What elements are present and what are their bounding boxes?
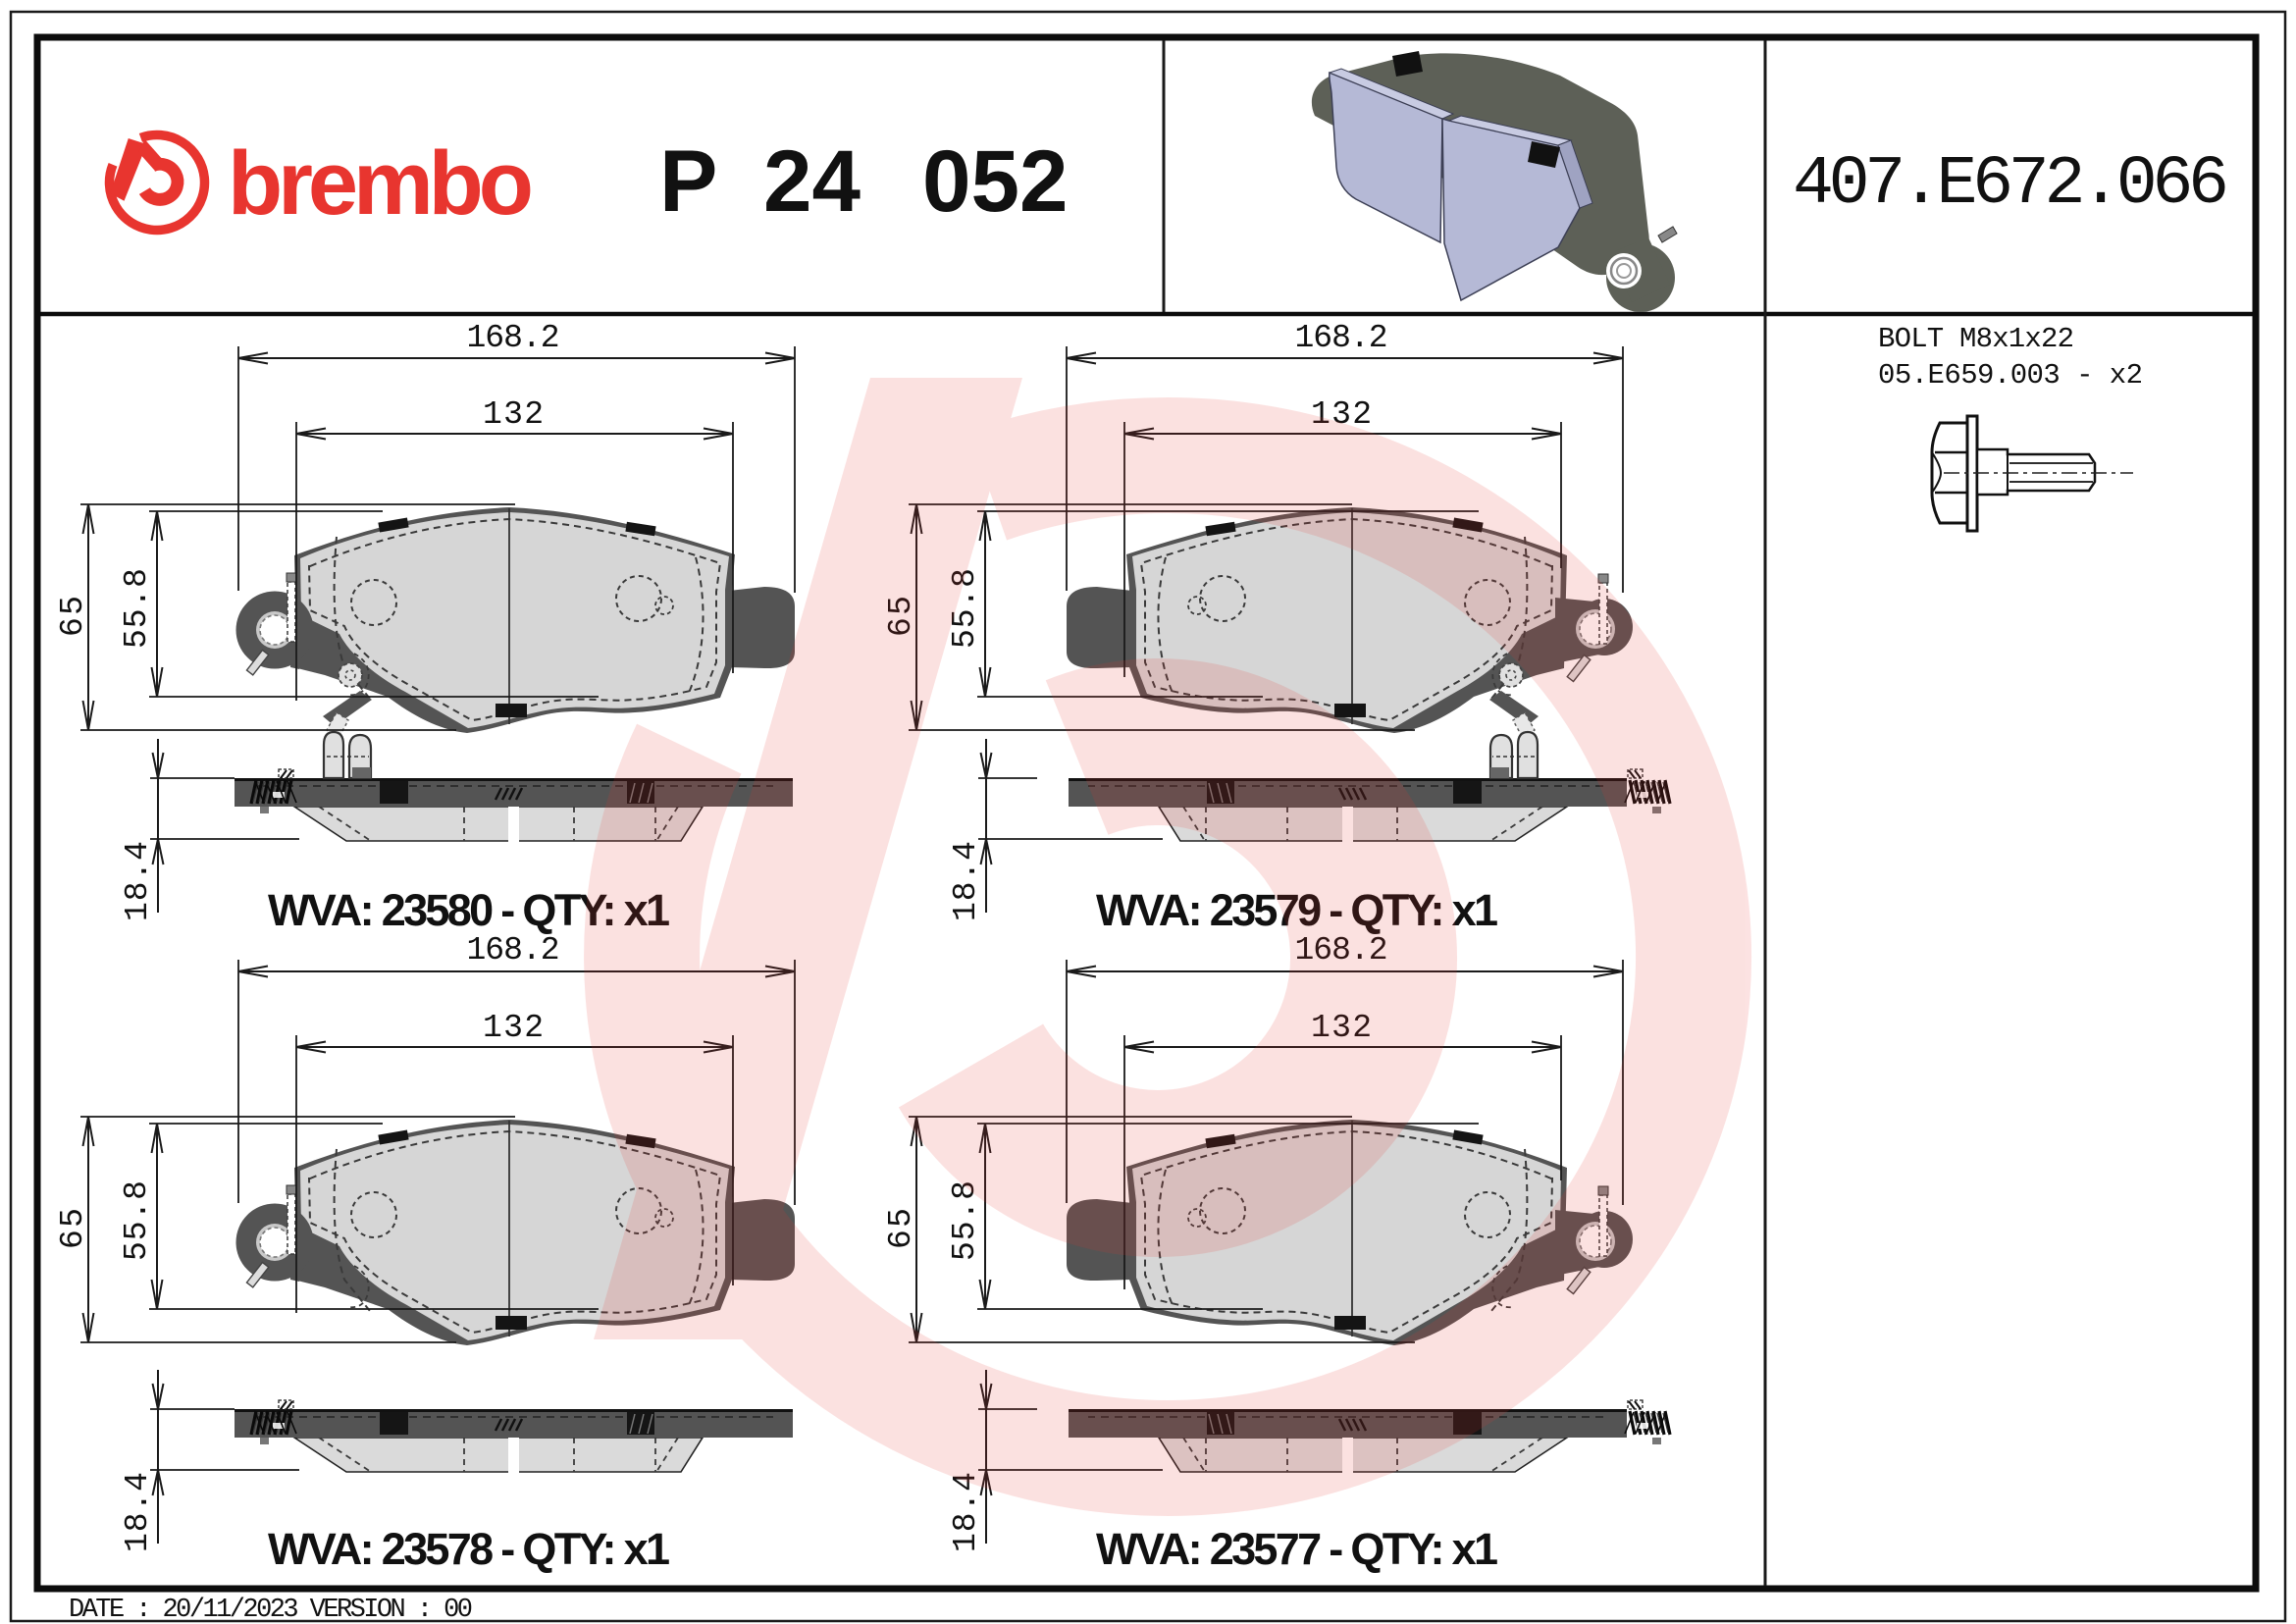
svg-text:WVA: 23580 - QTY: x1: WVA: 23580 - QTY: x1 [268, 885, 670, 935]
svg-text:132: 132 [483, 396, 544, 433]
svg-text:132: 132 [1311, 396, 1372, 433]
svg-text:55.8: 55.8 [119, 1180, 155, 1261]
svg-text:24: 24 [763, 131, 861, 230]
svg-text:18.4: 18.4 [120, 1472, 156, 1552]
svg-text:407.E672.066: 407.E672.066 [1793, 146, 2229, 224]
svg-text:BOLT M8x1x22: BOLT M8x1x22 [1878, 323, 2074, 355]
svg-text:WVA: 23577 - QTY: x1: WVA: 23577 - QTY: x1 [1096, 1524, 1498, 1574]
svg-text:18.4: 18.4 [120, 841, 156, 921]
svg-text:brembo: brembo [228, 133, 534, 234]
svg-text:052: 052 [922, 131, 1069, 230]
svg-text:P: P [659, 131, 717, 230]
svg-text:132: 132 [483, 1010, 544, 1046]
svg-text:55.8: 55.8 [119, 568, 155, 649]
svg-text:168.2: 168.2 [467, 320, 560, 356]
svg-text:WVA: 23579 - QTY: x1: WVA: 23579 - QTY: x1 [1096, 885, 1498, 935]
svg-text:168.2: 168.2 [1295, 932, 1388, 969]
svg-text:DATE : 20/11/2023 VERSION : 00: DATE : 20/11/2023 VERSION : 00 [69, 1596, 473, 1624]
svg-text:132: 132 [1311, 1010, 1372, 1046]
svg-text:168.2: 168.2 [1295, 320, 1388, 356]
svg-text:168.2: 168.2 [467, 932, 560, 969]
svg-text:18.4: 18.4 [948, 841, 984, 921]
svg-text:55.8: 55.8 [947, 568, 983, 649]
svg-text:18.4: 18.4 [948, 1472, 984, 1552]
svg-text:WVA: 23578 - QTY: x1: WVA: 23578 - QTY: x1 [268, 1524, 670, 1574]
svg-text:05.E659.003 - x2: 05.E659.003 - x2 [1878, 359, 2143, 392]
svg-text:55.8: 55.8 [947, 1180, 983, 1261]
